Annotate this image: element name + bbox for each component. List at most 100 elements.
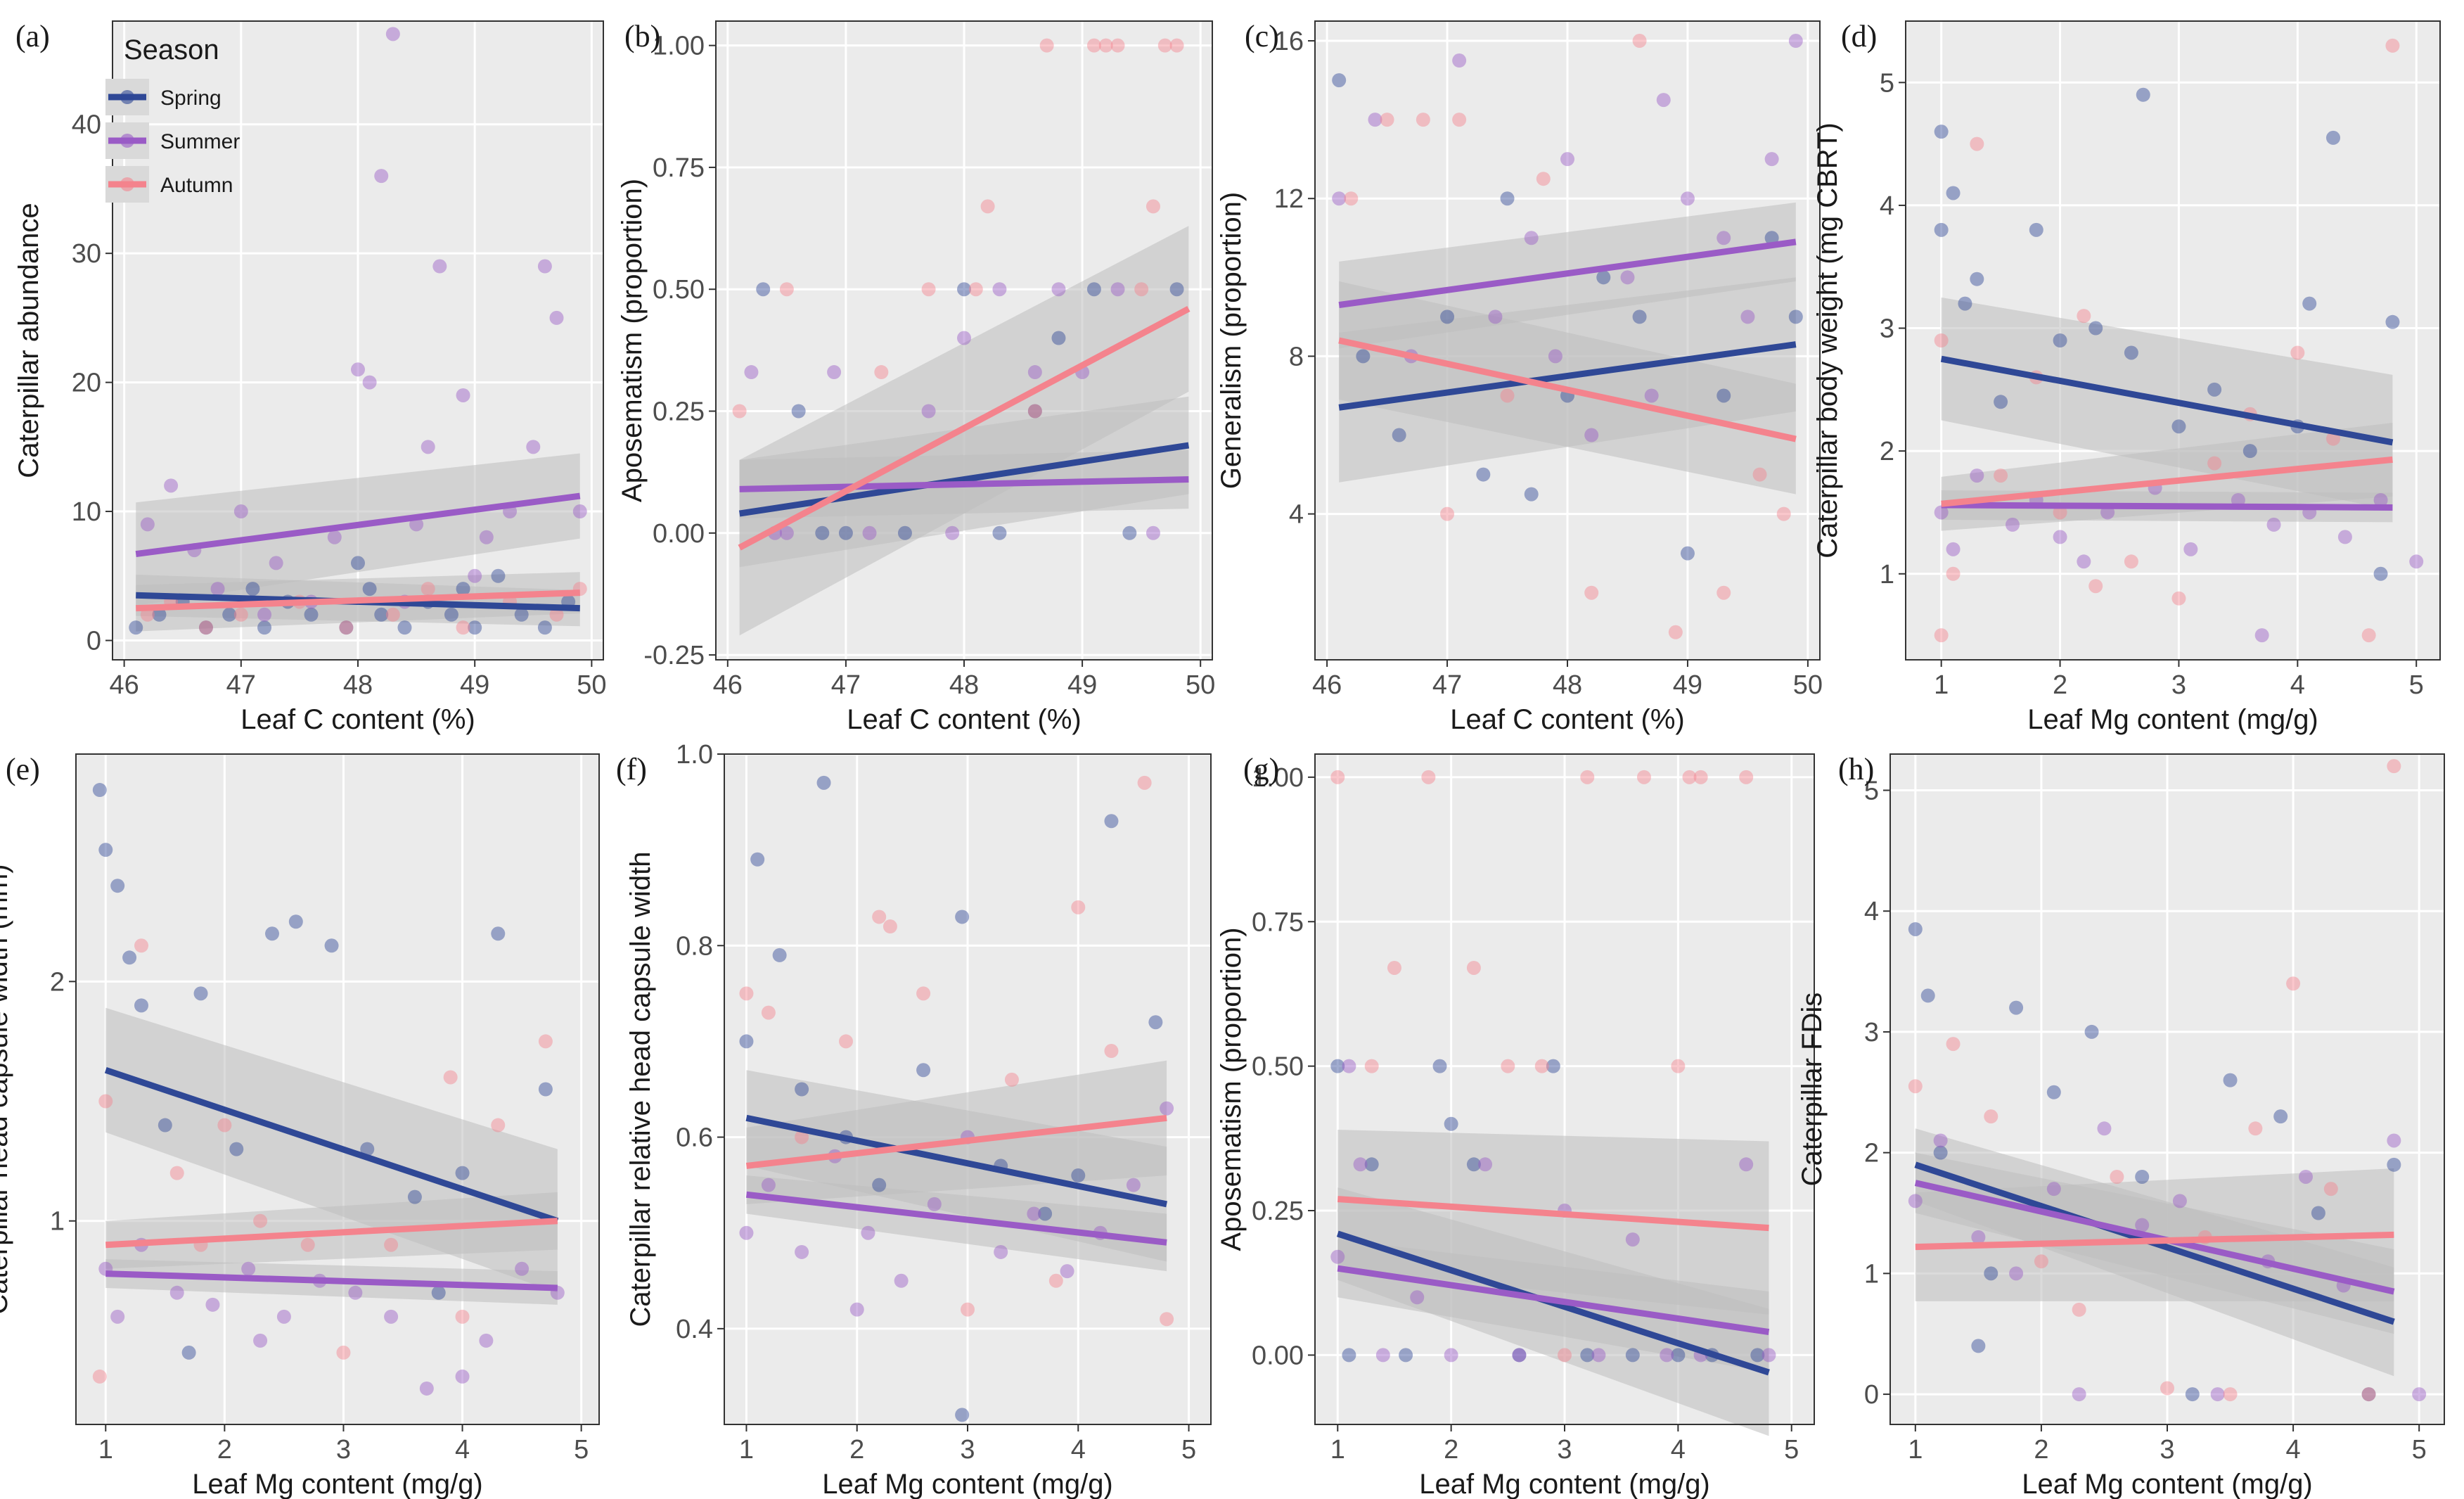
data-point: [744, 365, 759, 380]
data-point: [1739, 1157, 1754, 1172]
y-tick-label: 0.8: [676, 931, 713, 961]
data-point: [1440, 506, 1455, 521]
x-axis-title: Leaf Mg content (mg/g): [1419, 1469, 1710, 1499]
data-point: [1104, 814, 1119, 829]
data-point: [739, 1225, 754, 1240]
data-point: [2337, 530, 2352, 544]
data-point: [2172, 1194, 2187, 1208]
data-point: [515, 1261, 530, 1276]
data-point: [2299, 1169, 2313, 1184]
data-point: [1908, 1079, 1923, 1094]
x-tick-label: 49: [1067, 670, 1097, 700]
x-tick-label: 4: [2290, 670, 2305, 700]
data-point: [1580, 770, 1595, 784]
data-point: [491, 568, 506, 583]
x-tick-label: 3: [1557, 1435, 1572, 1465]
data-point: [1432, 1059, 1447, 1073]
data-point: [1027, 365, 1042, 380]
data-point: [1476, 467, 1491, 482]
data-point: [2385, 38, 2400, 53]
y-tick-label: 3: [1880, 314, 1894, 344]
data-point: [2361, 1387, 2376, 1402]
data-point: [1680, 546, 1695, 561]
data-point: [374, 607, 389, 622]
data-point: [324, 938, 339, 953]
data-point: [2160, 1381, 2174, 1396]
legend-key-point: [120, 134, 134, 148]
data-point: [2046, 1085, 2061, 1099]
legend-entry-summer: Summer: [105, 122, 240, 159]
data-point: [1762, 1348, 1776, 1363]
data-point: [795, 1244, 809, 1259]
data-point: [431, 1285, 446, 1300]
points-spring: [1908, 921, 2401, 1402]
y-axis-title: Caterpillar relative head capsule width: [625, 852, 656, 1327]
fit-line-summer: [105, 1270, 558, 1291]
data-point: [1051, 331, 1066, 345]
data-point: [1157, 38, 1172, 53]
data-point: [1946, 186, 1961, 200]
data-point: [351, 556, 365, 570]
panel-d: 1 2 3 4 5 1 2 3 4 5 Leaf Mg content (mg/g) Caterpil…: [1812, 19, 2441, 735]
data-point: [861, 1225, 875, 1240]
data-point: [233, 607, 248, 622]
data-point: [2135, 1169, 2150, 1184]
legend-key-point: [120, 90, 134, 104]
data-point: [339, 620, 354, 635]
data-point: [351, 362, 365, 377]
x-axis-title: Leaf C content (%): [847, 704, 1082, 735]
data-point: [2077, 309, 2091, 324]
points-autumn: [1908, 759, 2401, 1402]
data-point: [1478, 1157, 1493, 1172]
points-autumn: [732, 38, 1184, 419]
panel-frame: [75, 753, 600, 1425]
data-point: [92, 1369, 107, 1384]
data-point: [1946, 1037, 1961, 1052]
data-point: [98, 1094, 113, 1109]
data-point: [1620, 270, 1635, 285]
data-point: [140, 607, 155, 622]
fit-line-summer: [1914, 1180, 2395, 1295]
panel-label: (g): [1243, 752, 1279, 786]
data-point: [1933, 1133, 1948, 1148]
y-tick-label: 0.4: [676, 1315, 713, 1344]
data-point: [1098, 38, 1113, 53]
data-point: [257, 607, 272, 622]
data-point: [961, 1302, 975, 1317]
data-point: [1660, 1348, 1674, 1363]
panel-label: (d): [1841, 19, 1877, 53]
data-point: [1344, 191, 1359, 206]
data-point: [1512, 1348, 1527, 1363]
data-point: [1004, 1072, 1019, 1087]
fit-line-autumn: [1915, 1231, 2394, 1251]
data-point: [1126, 1178, 1141, 1192]
y-tick-label: 8: [1289, 342, 1304, 371]
data-point: [2248, 1121, 2263, 1136]
data-point: [1038, 1206, 1053, 1221]
data-point: [1160, 1101, 1174, 1116]
data-point: [1971, 1230, 1986, 1244]
data-point: [2097, 1121, 2112, 1136]
data-point: [1671, 1059, 1686, 1073]
fit-line-autumn: [738, 305, 1191, 551]
panel-frame: [1905, 20, 2441, 661]
data-point: [815, 525, 830, 540]
data-point: [957, 331, 971, 345]
panel-b: 46 47 48 49 50 -0.25 0.00 0.25 0.50 0.75 1.00 Leaf …: [617, 19, 1215, 735]
data-point: [1717, 585, 1731, 600]
data-point: [432, 259, 447, 274]
data-point: [980, 199, 995, 214]
data-point: [1560, 152, 1574, 167]
data-point: [158, 1118, 172, 1133]
data-point: [894, 1273, 909, 1288]
data-point: [779, 525, 794, 540]
x-axis-title: Leaf C content (%): [1450, 704, 1685, 735]
data-point: [1671, 1348, 1686, 1363]
x-tick-label: 3: [336, 1435, 351, 1465]
legend-entry-spring: Spring: [105, 79, 222, 115]
data-point: [2046, 1182, 2061, 1197]
data-point: [2088, 321, 2103, 336]
data-point: [164, 478, 179, 493]
data-point: [795, 1130, 809, 1144]
